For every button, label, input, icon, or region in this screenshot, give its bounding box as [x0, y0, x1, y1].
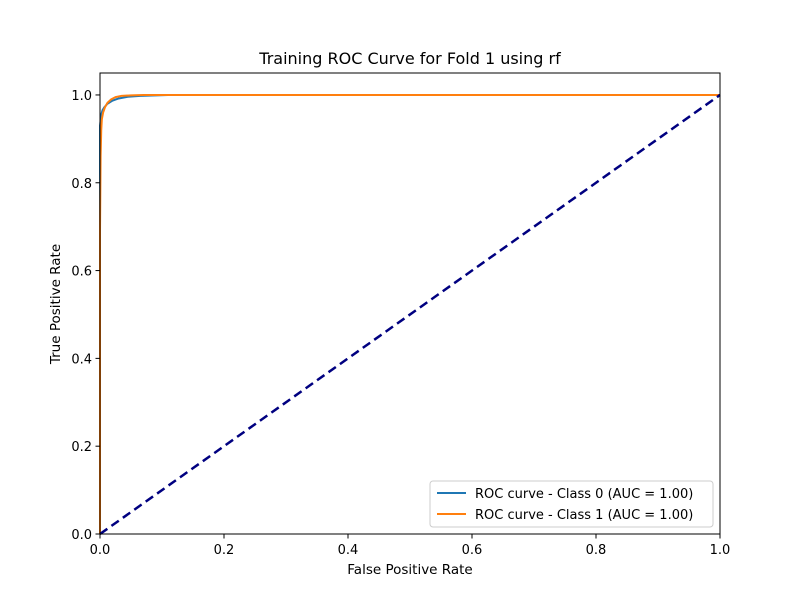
x-tick-label: 0.8	[586, 543, 607, 558]
y-tick-label: 0.4	[71, 352, 92, 367]
x-tick-label: 1.0	[710, 543, 731, 558]
x-tick-label: 0.6	[462, 543, 483, 558]
y-axis-label: True Positive Rate	[48, 244, 64, 365]
y-tick-label: 0.0	[71, 528, 92, 543]
axes-frame	[99, 72, 721, 535]
chart-title: Training ROC Curve for Fold 1 using rf	[258, 49, 561, 68]
y-tick-label: 0.2	[71, 440, 92, 455]
legend-box	[429, 480, 714, 528]
y-tick-label: 1.0	[71, 89, 92, 104]
legend-label-class-0: ROC curve - Class 0 (AUC = 1.00)	[475, 487, 693, 502]
legend: ROC curve - Class 0 (AUC = 1.00) ROC curv…	[429, 480, 714, 528]
chance-diagonal-line	[99, 93, 721, 536]
y-tick-label: 0.6	[71, 265, 92, 280]
roc-curve-class-1	[99, 93, 720, 534]
x-tick-label: 0.4	[338, 543, 359, 558]
x-axis-label: False Positive Rate	[347, 562, 472, 578]
x-tick-label: 0.0	[90, 543, 111, 558]
x-tick-label: 0.2	[214, 543, 235, 558]
y-tick-label: 0.8	[71, 177, 92, 192]
legend-label-class-1: ROC curve - Class 1 (AUC = 1.00)	[475, 508, 693, 523]
plot-area: 0.0 0.2 0.4 0.6 0.8 1.0 0.0 0.2 0.4 0.6 0.8 1.0	[71, 72, 731, 558]
